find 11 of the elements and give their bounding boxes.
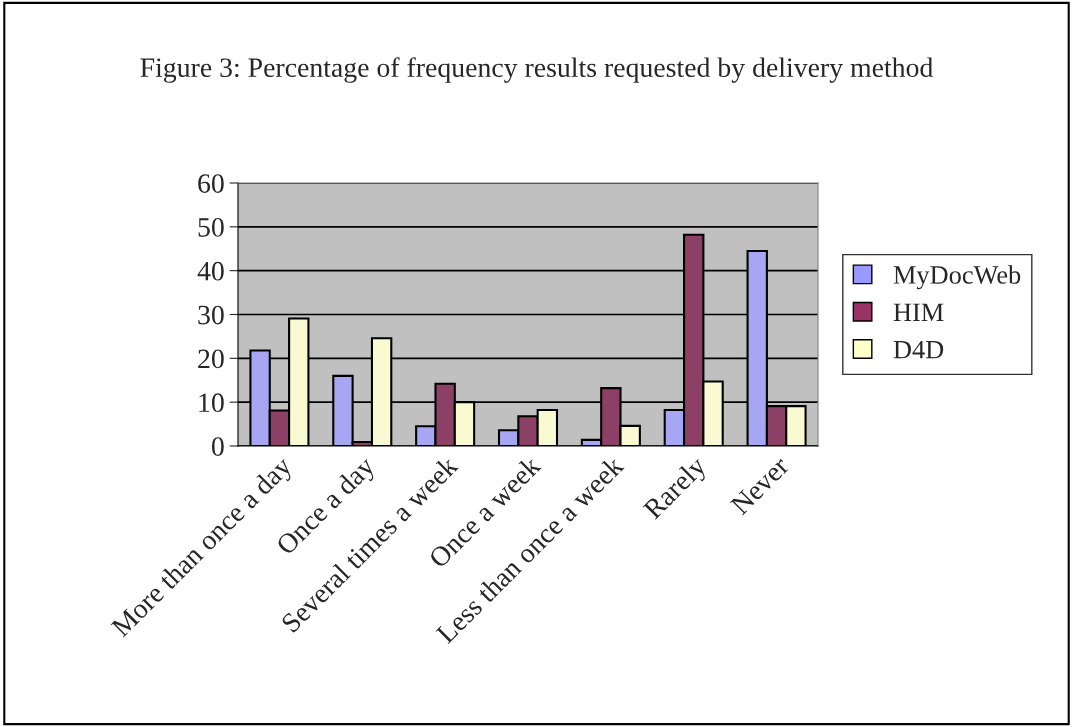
y-tick-label: 10 — [199, 393, 224, 413]
y-tick-label: 0 — [211, 437, 224, 456]
y-tick-label: 50 — [198, 218, 224, 237]
legend-label: D4D — [893, 340, 944, 359]
legend-label: MyDocWeb — [893, 265, 1021, 290]
chart-title: Figure 3: Percentage of frequency results requested by delivery method — [140, 57, 934, 83]
y-tick-label: 60 — [198, 174, 224, 193]
y-tick-label: 20 — [198, 349, 224, 369]
legend-label: HIM — [893, 303, 944, 321]
y-tick-label: 30 — [198, 305, 224, 325]
y-tick-label: 40 — [197, 261, 224, 281]
